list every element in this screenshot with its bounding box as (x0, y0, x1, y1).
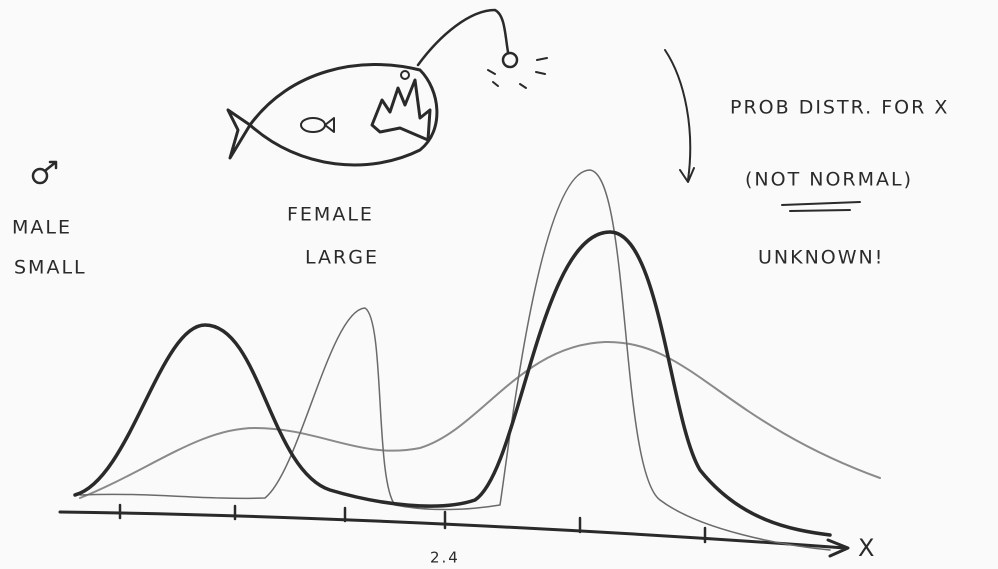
axis-label: X (858, 534, 876, 562)
label: LARGE (305, 247, 379, 269)
tick-label: 2.4 (430, 549, 460, 567)
label: FEMALE (287, 204, 374, 226)
sketch: MALE SMALL FEMALE LARGE PROB DISTR. FOR … (0, 0, 998, 569)
label: SMALL (14, 257, 87, 279)
annotation: UNKNOWN! (758, 247, 884, 269)
paper (0, 0, 998, 569)
label: MALE (12, 217, 72, 239)
annotation: (NOT NORMAL) (745, 169, 913, 191)
annotation: PROB DISTR. FOR X (730, 97, 949, 119)
